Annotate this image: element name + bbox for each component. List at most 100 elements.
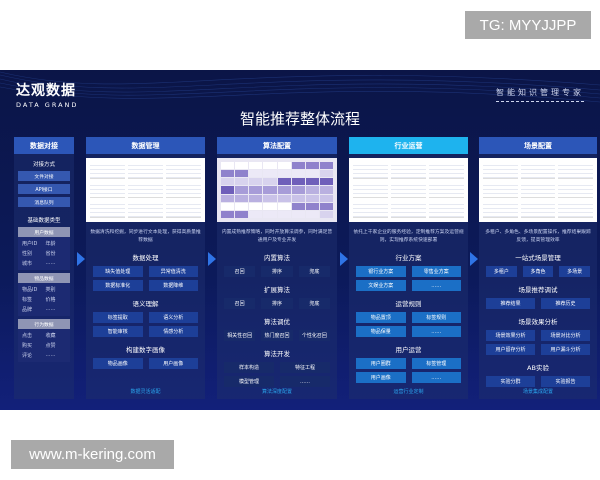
group-item: 年龄 — [45, 241, 56, 247]
item-tag: 用户画像 — [148, 358, 198, 369]
item-tag: 标签提取 — [93, 312, 143, 323]
section-title: 一站式场景管理 — [515, 254, 561, 262]
group-item: 省份 — [45, 251, 56, 257]
heat-cell — [277, 202, 291, 210]
heat-cell — [249, 202, 263, 210]
column-header: 数据管理 — [86, 137, 205, 154]
heat-cell — [235, 202, 249, 210]
item-tag: 实验分群 — [486, 376, 535, 387]
heat-cell — [277, 162, 291, 170]
item-tag: 零售业方案 — [411, 266, 461, 277]
item-tag: 数据降维 — [148, 280, 198, 291]
item-tag: 物品置顶 — [356, 312, 406, 323]
group-item: 收藏 — [45, 333, 56, 339]
slogan: 智能知识管理专家 — [496, 87, 584, 102]
screenshot-thumbnail — [349, 158, 468, 222]
item-tag: 缺失值处理 — [93, 266, 143, 277]
item-tag: 召回 — [224, 266, 256, 277]
group-item: 物品ID — [22, 287, 38, 293]
group-items: 点击 收藏 购买 点赞 评论 …… — [18, 329, 70, 362]
column-description: 依托上千家企业的服务经验，定制推荐方案及运营规则，实现推荐系统快速部署 — [353, 230, 464, 243]
section-title: 运营规则 — [395, 300, 422, 308]
heat-cell — [221, 202, 235, 210]
logo-en: DATA GRAND — [16, 101, 79, 109]
heat-cell — [319, 186, 333, 194]
thumb-panel — [558, 181, 593, 199]
item-tag: 标签规则 — [411, 312, 461, 323]
section-items: 用户圈群 标签管理 用户画像 …… — [349, 358, 468, 383]
heat-cell — [249, 178, 263, 186]
thumb-panel — [520, 201, 556, 218]
heat-cell — [319, 194, 333, 202]
heat-cell — [277, 210, 291, 218]
thumb-panel — [128, 201, 163, 218]
thumb-panel — [391, 162, 426, 179]
item-tag: …… — [411, 372, 461, 383]
heat-cell — [319, 210, 333, 218]
item-tag: 用户画像 — [356, 372, 406, 383]
heat-cell — [291, 186, 305, 194]
thumb-panel — [353, 201, 388, 218]
item-tag: 推荐结果 — [486, 298, 535, 309]
heat-cell — [263, 178, 277, 186]
section-title: 内置算法 — [264, 254, 290, 262]
heat-cell — [305, 170, 319, 178]
heat-cell — [221, 194, 235, 202]
column-description: 多租户、多角色、多场景配置操作，推荐结果跟踪反馈，提高管理效率 — [485, 230, 591, 243]
heat-cell — [249, 186, 263, 194]
heat-cell — [305, 194, 319, 202]
item-tag: 银行业方案 — [356, 266, 406, 277]
thumb-panel — [90, 201, 125, 218]
types-title: 基础数据类型 — [27, 218, 61, 224]
section-title: 场景推荐调试 — [518, 286, 558, 294]
section-items: 场景效果分析 场景对比分析 用户留存分析 用户漏斗分析 — [479, 330, 597, 355]
heat-cell — [263, 202, 277, 210]
item-tag: 特征工程 — [280, 362, 330, 373]
heat-cell — [291, 194, 305, 202]
group-item: 用户ID — [22, 241, 38, 247]
item-tag: 物品画像 — [93, 358, 143, 369]
thumb-panel — [391, 181, 426, 199]
thumb-panel — [90, 162, 125, 179]
column-industry-operation: 行业运营 依托上千家企业的服务经验，定制推荐方案及运营规则，实现推荐系统快速部署行… — [349, 137, 468, 399]
heat-cell — [305, 210, 319, 218]
heat-cell — [263, 210, 277, 218]
section-title: 算法调优 — [264, 318, 290, 326]
heat-cell — [221, 210, 235, 218]
item-tag: 召回 — [224, 298, 256, 309]
arrow-icon — [340, 252, 348, 266]
method-item: API接口 — [18, 184, 70, 194]
item-tag: 物品保量 — [356, 326, 406, 337]
thumb-panel — [429, 162, 464, 179]
item-tag: …… — [411, 280, 461, 291]
heat-cell — [263, 170, 277, 178]
logo-cn: 达观数据 — [16, 83, 76, 99]
heat-cell — [291, 202, 305, 210]
item-tag: 样本构造 — [224, 362, 274, 373]
group-item: …… — [45, 260, 56, 266]
item-tag: …… — [280, 376, 330, 387]
group-item: …… — [45, 306, 56, 312]
section-title: 构建数字画像 — [126, 346, 165, 354]
data-group: 用户数据 用户ID 年龄 性别 省份 城市 …… — [18, 227, 70, 270]
data-group: 物品数据 物品ID 类别 标签 价格 品牌 …… — [18, 273, 70, 316]
thumb-panel — [483, 201, 518, 218]
item-tag: 推荐历史 — [541, 298, 590, 309]
group-item: 评论 — [22, 353, 33, 359]
group-header: 用户数据 — [18, 227, 70, 237]
item-tag: 场景效果分析 — [486, 330, 535, 341]
heat-cell — [305, 162, 319, 170]
method-item: 文件对接 — [18, 171, 70, 181]
heat-cell — [291, 170, 305, 178]
section-items: 召回 排序 兜底 — [217, 266, 337, 277]
heat-cell — [249, 194, 263, 202]
group-item: 价格 — [45, 297, 56, 303]
item-tag: 排序 — [261, 298, 293, 309]
heat-cell — [277, 178, 291, 186]
section-title: 算法开发 — [264, 350, 290, 358]
wave-decoration — [0, 71, 600, 103]
heat-cell — [277, 186, 291, 194]
column-header: 行业运营 — [349, 137, 468, 154]
heat-cell — [235, 170, 249, 178]
thumb-panel — [166, 181, 201, 199]
